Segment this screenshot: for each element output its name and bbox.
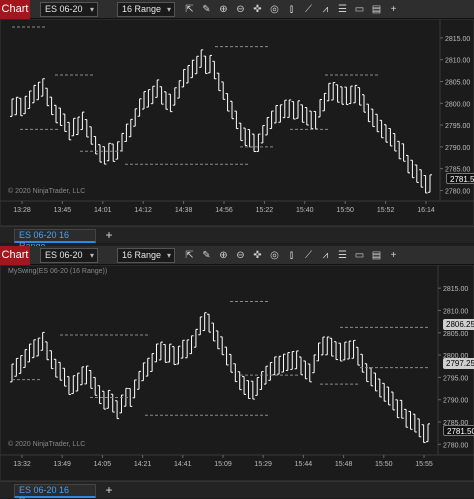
strategies-icon[interactable]: ⩘ (322, 250, 329, 261)
chart-frame (0, 265, 474, 481)
price-tick-label: 2785.00 (443, 420, 468, 427)
time-tick-label: 15:50 (375, 461, 393, 468)
copyright-watermark: © 2020 NinjaTrader, LLC (8, 188, 86, 195)
price-tick-label: 2800.00 (443, 353, 468, 360)
chart-tab-bar: ES 06-20 16 Range + (0, 481, 474, 499)
price-tick-label: 2810.00 (443, 308, 468, 315)
chevron-down-icon: ▾ (166, 5, 171, 14)
chart-trader-icon[interactable]: ▭ (354, 4, 365, 15)
fit-icon[interactable]: ◎ (270, 250, 279, 261)
chart-tab-bar: ES 06-20 16 Range + (0, 226, 474, 251)
instrument-selector[interactable]: ES 06-20 ▾ (40, 2, 98, 17)
tab-es-06-20[interactable]: ES 06-20 16 Range (14, 229, 96, 251)
chart-window-1: Chart ES 06-20 ▾ 16 Range ▾ ⇱ ✎ ⊕ ⊖ ✜ ◎ … (0, 0, 474, 251)
price-tick-label: 2790.00 (443, 398, 468, 405)
price-tick-label: 2805.00 (443, 331, 468, 338)
zoom-in-icon[interactable]: ⊕ (219, 4, 228, 15)
price-tick-label: 2790.00 (445, 145, 470, 152)
data-box-icon[interactable]: ▤ (371, 250, 382, 261)
price-chart-2[interactable]: 2815.00 2810.00 2805.00 2800.00 2795.00 2790.… (0, 265, 474, 481)
tab-es-06-20[interactable]: ES 06-20 16 Range (14, 484, 96, 499)
chart-toolbar: Chart ES 06-20 ▾ 16 Range ▾ ⇱ ✎ ⊕ ⊖ ✜ ◎ … (0, 246, 474, 265)
time-tick-label: 14:21 (134, 461, 152, 468)
add-tab-icon[interactable]: + (105, 228, 113, 242)
add-to-workspace-icon[interactable]: + (390, 250, 397, 261)
price-tick-label: 2785.00 (445, 167, 470, 174)
cursor-icon[interactable]: ⇱ (185, 250, 194, 261)
time-tick-label: 15:22 (256, 207, 274, 214)
interval-value: 16 Range (122, 250, 162, 260)
interval-selector[interactable]: 16 Range ▾ (117, 2, 175, 17)
time-tick-label: 13:32 (13, 461, 31, 468)
price-chart-1[interactable]: 2815.00 2810.00 2805.00 2800.00 2795.00 2790.… (0, 19, 474, 226)
swing-high-price-marker: 2806.25 (443, 319, 474, 330)
crosshair-icon[interactable]: ✜ (253, 250, 262, 261)
time-tick-label: 14:38 (175, 207, 193, 214)
time-tick-label: 13:28 (13, 207, 31, 214)
time-tick-label: 15:29 (254, 461, 272, 468)
chart-trader-icon[interactable]: ▭ (354, 250, 365, 261)
indicator-label: MySwing(ES 06-20 (16 Range)) (8, 268, 108, 275)
price-tick-label: 2810.00 (445, 58, 470, 65)
time-tick-label: 15:40 (296, 207, 314, 214)
price-tick-label: 2780.00 (445, 188, 470, 195)
properties-icon[interactable]: ☰ (338, 250, 347, 261)
chart-menu-button[interactable]: Chart (0, 246, 30, 265)
instrument-value: ES 06-20 (45, 250, 83, 260)
copyright-watermark: © 2020 NinjaTrader, LLC (8, 441, 86, 448)
swing-low-price-marker: 2797.25 (443, 358, 474, 369)
crosshair-icon[interactable]: ✜ (253, 4, 262, 15)
instrument-value: ES 06-20 (45, 4, 83, 14)
chevron-down-icon: ▾ (89, 5, 94, 14)
instrument-selector[interactable]: ES 06-20 ▾ (40, 248, 98, 263)
time-tick-label: 15:09 (214, 461, 232, 468)
time-tick-label: 15:44 (295, 461, 313, 468)
pencil-icon[interactable]: ✎ (202, 4, 211, 15)
zoom-out-icon[interactable]: ⊖ (236, 250, 245, 261)
chevron-down-icon: ▾ (166, 251, 171, 260)
interval-selector[interactable]: 16 Range ▾ (117, 248, 175, 263)
price-tick-label: 2800.00 (445, 101, 470, 108)
chart-window-2: Chart ES 06-20 ▾ 16 Range ▾ ⇱ ✎ ⊕ ⊖ ✜ ◎ … (0, 246, 474, 499)
cursor-icon[interactable]: ⇱ (185, 4, 194, 15)
interval-value: 16 Range (122, 4, 162, 14)
indicators-icon[interactable]: ⟋ (305, 4, 312, 15)
bar-style-icon[interactable]: ⫾ (289, 250, 294, 261)
price-tick-label: 2780.00 (443, 442, 468, 449)
data-box-icon[interactable]: ▤ (371, 4, 382, 15)
current-price-marker: 2781.50 (446, 173, 474, 184)
bar-style-icon[interactable]: ⫾ (289, 4, 294, 15)
time-tick-label: 14:01 (94, 207, 112, 214)
time-tick-label: 15:48 (335, 461, 353, 468)
add-to-workspace-icon[interactable]: + (390, 4, 397, 15)
chevron-down-icon: ▾ (89, 251, 94, 260)
time-tick-label: 15:52 (377, 207, 395, 214)
time-tick-label: 16:14 (417, 207, 435, 214)
time-tick-label: 15:55 (415, 461, 433, 468)
price-tick-label: 2795.00 (445, 123, 470, 130)
price-tick-label: 2815.00 (443, 286, 468, 293)
time-tick-label: 15:50 (336, 207, 354, 214)
price-tick-label: 2795.00 (443, 375, 468, 382)
time-tick-label: 14:56 (215, 207, 233, 214)
time-tick-label: 14:12 (134, 207, 152, 214)
indicators-icon[interactable]: ⟋ (305, 250, 312, 261)
price-tick-label: 2815.00 (445, 36, 470, 43)
chart-menu-button[interactable]: Chart (0, 0, 30, 19)
zoom-in-icon[interactable]: ⊕ (219, 250, 228, 261)
properties-icon[interactable]: ☰ (338, 4, 347, 15)
time-tick-label: 13:49 (53, 461, 71, 468)
chart-toolbar: Chart ES 06-20 ▾ 16 Range ▾ ⇱ ✎ ⊕ ⊖ ✜ ◎ … (0, 0, 474, 19)
fit-icon[interactable]: ◎ (270, 4, 279, 15)
current-price-marker: 2781.50 (443, 425, 474, 436)
time-tick-label: 14:41 (174, 461, 192, 468)
add-tab-icon[interactable]: + (105, 483, 113, 497)
pencil-icon[interactable]: ✎ (202, 250, 211, 261)
zoom-out-icon[interactable]: ⊖ (236, 4, 245, 15)
price-tick-label: 2805.00 (445, 79, 470, 86)
strategies-icon[interactable]: ⩘ (322, 4, 329, 15)
time-tick-label: 14:05 (94, 461, 112, 468)
time-tick-label: 13:45 (54, 207, 72, 214)
